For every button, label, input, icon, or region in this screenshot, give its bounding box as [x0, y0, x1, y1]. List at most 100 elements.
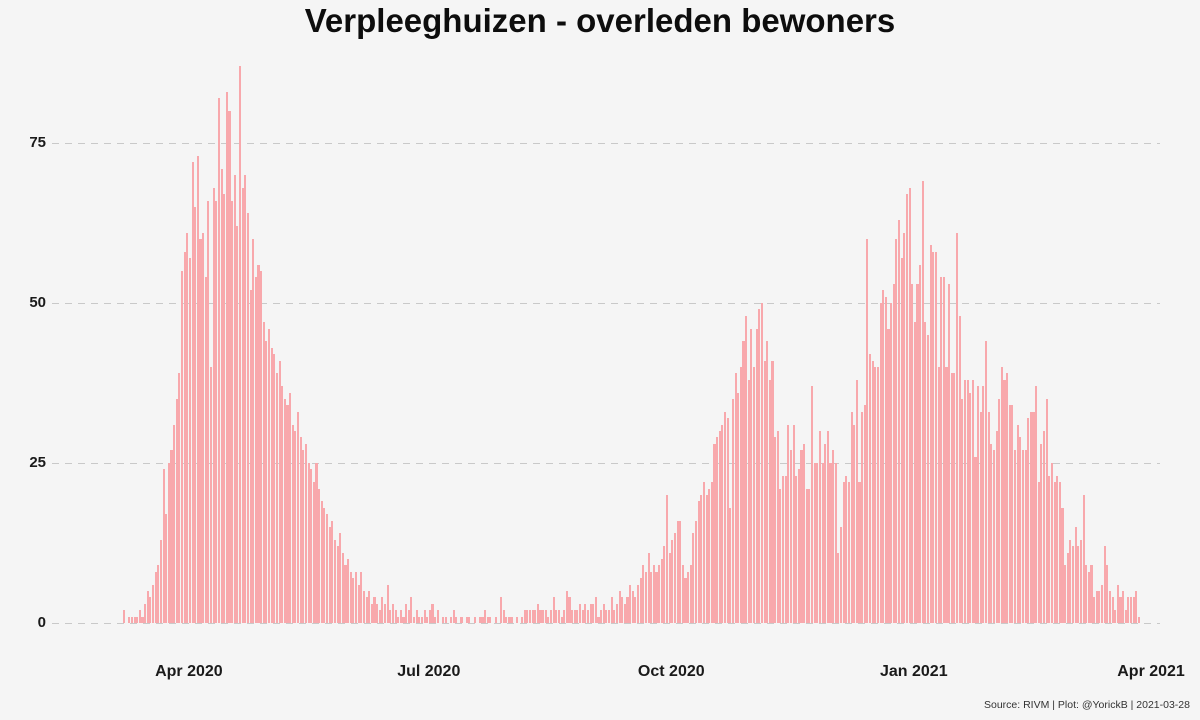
- bar: [850, 411, 853, 623]
- bar: [468, 616, 471, 623]
- bar: [726, 418, 729, 623]
- bar: [1029, 411, 1032, 623]
- bar: [278, 360, 281, 623]
- bar: [173, 424, 176, 623]
- bar: [1027, 418, 1030, 623]
- bar: [718, 431, 721, 623]
- bar: [1032, 411, 1035, 623]
- bar: [763, 360, 766, 623]
- bar: [270, 347, 273, 623]
- bar: [953, 373, 956, 623]
- bar: [194, 207, 197, 623]
- bar: [689, 565, 692, 623]
- bar: [771, 360, 774, 623]
- bar: [376, 603, 379, 623]
- bar: [1040, 443, 1043, 623]
- bar: [969, 392, 972, 623]
- bar: [895, 239, 898, 623]
- bar: [842, 482, 845, 623]
- bar: [879, 303, 882, 623]
- bar: [768, 379, 771, 623]
- bar: [539, 610, 542, 623]
- bar: [325, 514, 329, 623]
- bar: [766, 341, 769, 623]
- bar: [557, 610, 561, 623]
- bar: [747, 379, 750, 623]
- bar: [262, 322, 265, 623]
- bar: [897, 219, 901, 623]
- bar: [531, 610, 534, 623]
- bar: [536, 603, 539, 623]
- bar: [676, 520, 679, 623]
- bar: [521, 616, 524, 623]
- bar: [605, 610, 608, 623]
- bar: [381, 597, 384, 623]
- bar: [1114, 610, 1117, 623]
- bar: [1053, 482, 1056, 623]
- bar: [349, 571, 352, 623]
- bar: [402, 616, 405, 623]
- bar: [220, 168, 223, 623]
- bar: [929, 245, 932, 623]
- bar: [286, 405, 289, 623]
- x-axis-label-oct-2020: Oct 2020: [637, 663, 705, 680]
- bar: [610, 597, 613, 623]
- bar: [199, 239, 202, 623]
- bar: [244, 175, 247, 623]
- bar: [294, 431, 297, 623]
- bar: [581, 610, 584, 623]
- bar: [829, 463, 832, 623]
- bar: [304, 443, 307, 623]
- bar: [974, 456, 977, 623]
- bar: [431, 603, 434, 623]
- bar: [821, 463, 824, 623]
- bar: [441, 616, 445, 623]
- bar: [634, 597, 637, 623]
- bar: [281, 386, 284, 623]
- bar: [542, 610, 545, 623]
- bar: [252, 239, 255, 623]
- bar: [1016, 424, 1019, 623]
- bar: [584, 603, 587, 623]
- bar: [623, 603, 626, 623]
- bar: [249, 290, 252, 623]
- bar: [1045, 399, 1048, 623]
- bar: [291, 424, 294, 623]
- bar: [782, 475, 785, 623]
- bar: [146, 591, 149, 623]
- bar: [663, 546, 666, 623]
- bar: [141, 616, 144, 623]
- bar: [478, 616, 481, 623]
- bar: [162, 469, 165, 623]
- bar: [339, 533, 342, 623]
- bar: [921, 181, 924, 623]
- bar: [637, 584, 640, 623]
- bar: [913, 322, 916, 623]
- bar: [681, 565, 684, 623]
- bar: [750, 328, 753, 623]
- bar: [971, 379, 974, 623]
- bar: [1011, 405, 1014, 623]
- bar: [260, 271, 263, 623]
- bar: [1093, 597, 1096, 623]
- bar: [713, 443, 716, 623]
- bar: [175, 399, 178, 623]
- bar: [347, 559, 350, 623]
- bar: [196, 155, 199, 623]
- bar: [1106, 565, 1109, 623]
- bar: [528, 610, 532, 623]
- bar: [631, 591, 634, 623]
- bar: [594, 597, 597, 623]
- bar: [866, 239, 869, 623]
- bar: [890, 303, 893, 623]
- bar: [924, 322, 927, 623]
- bar: [138, 610, 141, 623]
- bar: [273, 354, 276, 623]
- bar: [436, 610, 439, 623]
- bar: [481, 616, 484, 623]
- bar: [547, 616, 550, 623]
- bar: [621, 597, 624, 623]
- bar: [1035, 386, 1038, 623]
- bar: [868, 354, 872, 623]
